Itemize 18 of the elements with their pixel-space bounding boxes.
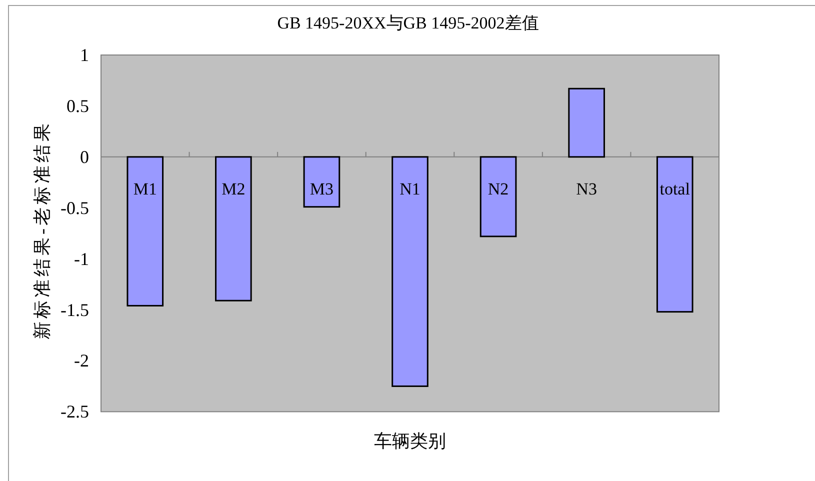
title: GB 1495-20XX与GB 1495-2002差值: [277, 14, 539, 32]
x-tick-label: M2: [222, 179, 246, 198]
y-tick-label: -1.5: [60, 300, 89, 320]
x-tick-label: M1: [133, 179, 157, 198]
x-tick-label: N1: [400, 179, 420, 198]
y-tick-label: -0.5: [60, 198, 89, 218]
y-tick-label: -2.5: [60, 402, 89, 422]
y-tick-label: 0.5: [66, 96, 89, 116]
y-tick-label: -1: [74, 248, 89, 269]
y-tick-label: -2: [74, 350, 89, 371]
y-tick-label: 0: [80, 146, 89, 167]
x-tick-label: N3: [576, 179, 597, 198]
y-label: 新标准结果-老标准结果: [32, 120, 52, 340]
x-tick-label: M3: [310, 179, 334, 198]
x-label: 车辆类别: [374, 431, 446, 451]
x-tick-label: N2: [488, 179, 509, 198]
y-tick-label: 1: [80, 45, 89, 65]
x-tick-label: total: [660, 179, 690, 198]
